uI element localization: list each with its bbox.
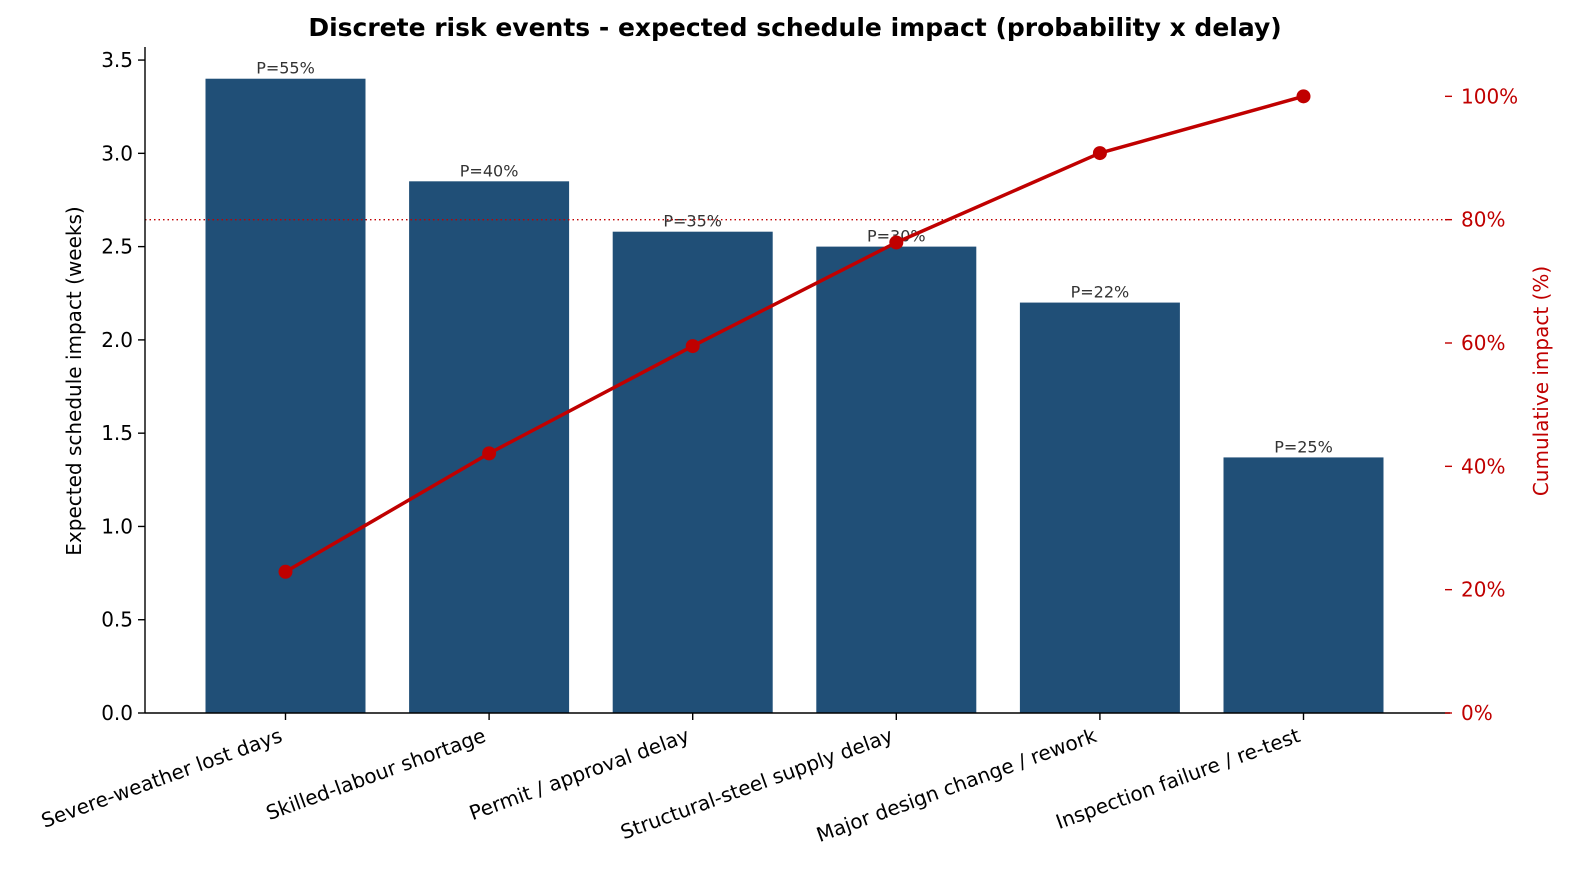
y-tick-label: 2.5 <box>101 235 133 259</box>
bar-value-label: P=35% <box>663 212 722 231</box>
y-tick-label: 2.0 <box>101 328 133 352</box>
cumulative-point <box>1296 89 1311 104</box>
cumulative-point <box>1092 146 1107 161</box>
cumulative-point <box>889 235 904 250</box>
bars-layer: P=55%P=40%P=35%P=30%P=22%P=25% <box>205 59 1384 713</box>
y2-tick-label: 60% <box>1461 331 1505 355</box>
y-axis-label: Expected schedule impact (weeks) <box>62 206 86 555</box>
y2-axis-label: Cumulative impact (%) <box>1529 266 1553 496</box>
bar-value-label: P=22% <box>1071 283 1130 302</box>
y2-tick-label: 20% <box>1461 578 1505 602</box>
bar <box>205 78 366 713</box>
y-tick-label: 3.0 <box>101 141 133 165</box>
bar-value-label: P=25% <box>1274 437 1333 456</box>
y2-tick-label: 0% <box>1461 701 1493 725</box>
chart-title: Discrete risk events - expected schedule… <box>308 13 1281 42</box>
cumulative-line <box>284 94 1304 574</box>
cumulative-point <box>482 446 497 461</box>
cumulative-point <box>278 564 293 579</box>
bar <box>1223 457 1384 713</box>
y-tick-label: 0.0 <box>101 701 133 725</box>
bar <box>1019 302 1180 713</box>
bar-value-label: P=55% <box>256 59 315 78</box>
y2-tick-label: 100% <box>1461 84 1518 108</box>
cumulative-line-layer <box>145 89 1450 579</box>
y-tick-label: 1.5 <box>101 421 133 445</box>
bar <box>816 246 977 713</box>
y-tick-label: 0.5 <box>101 608 133 632</box>
cumulative-point <box>685 339 700 354</box>
y-tick-label: 3.5 <box>101 48 133 72</box>
y2-tick-label: 40% <box>1461 454 1505 478</box>
bar <box>612 231 773 713</box>
bar-value-label: P=40% <box>460 161 519 180</box>
y-tick-label: 1.0 <box>101 514 133 538</box>
y2-tick-label: 80% <box>1461 208 1505 232</box>
x-tick-label: Severe-weather lost days <box>38 723 285 833</box>
x-tick-label: Skilled-labour shortage <box>263 723 489 825</box>
